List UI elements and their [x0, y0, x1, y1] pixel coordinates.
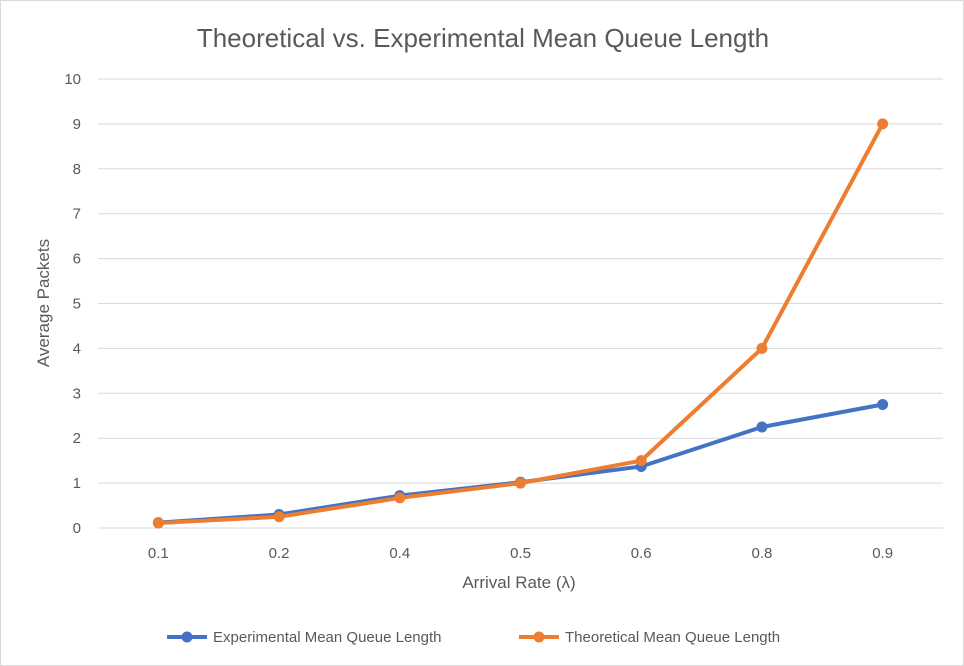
x-tick-label: 0.9	[872, 545, 893, 562]
y-tick-label: 6	[73, 251, 81, 268]
legend-label: Theoretical Mean Queue Length	[565, 629, 780, 646]
y-tick-label: 2	[73, 430, 81, 447]
legend-swatch-marker	[533, 631, 545, 643]
series-theoretical	[152, 118, 889, 529]
chart-title: Theoretical vs. Experimental Mean Queue …	[197, 23, 769, 53]
y-tick-label: 1	[73, 475, 81, 492]
legend: Experimental Mean Queue Length Theoretica…	[167, 629, 780, 646]
y-tick-label: 4	[73, 340, 81, 357]
y-axis-label: Average Packets	[34, 239, 53, 367]
x-tick-label: 0.4	[389, 545, 410, 562]
x-tick-label: 0.1	[148, 545, 169, 562]
data-point	[635, 455, 647, 467]
y-tick-label: 9	[73, 116, 81, 133]
series-line	[156, 402, 885, 525]
data-point	[273, 511, 285, 523]
series-lines	[152, 118, 889, 529]
gridlines	[98, 78, 943, 529]
y-tick-label: 10	[64, 71, 81, 88]
y-tick-label: 0	[73, 520, 81, 537]
data-point	[756, 342, 768, 354]
legend-swatch-marker	[181, 631, 193, 643]
data-point	[515, 477, 526, 489]
data-point	[877, 399, 889, 411]
y-tick-label: 7	[73, 206, 81, 223]
legend-item: Theoretical Mean Queue Length	[519, 629, 780, 646]
series-line	[156, 121, 885, 526]
x-tick-label: 0.6	[631, 545, 652, 562]
series-experimental	[152, 399, 889, 529]
y-tick-label: 8	[73, 161, 81, 178]
data-point	[877, 118, 889, 130]
y-tick-label: 5	[73, 296, 81, 313]
x-axis-label: Arrival Rate (λ)	[462, 573, 575, 592]
data-point	[394, 492, 406, 504]
x-axis-ticks: 0.1 0.2 0.4 0.5 0.6 0.8 0.9	[148, 545, 893, 562]
legend-label: Experimental Mean Queue Length	[213, 629, 441, 646]
data-point	[756, 421, 768, 433]
x-tick-label: 0.8	[751, 545, 772, 562]
legend-item: Experimental Mean Queue Length	[167, 629, 441, 646]
data-point	[152, 517, 164, 529]
y-axis-ticks: 0 1 2 3 4 5 6 7 8 9 10	[64, 71, 81, 537]
x-tick-label: 0.5	[510, 545, 531, 562]
y-tick-label: 3	[73, 385, 81, 402]
x-tick-label: 0.2	[269, 545, 290, 562]
